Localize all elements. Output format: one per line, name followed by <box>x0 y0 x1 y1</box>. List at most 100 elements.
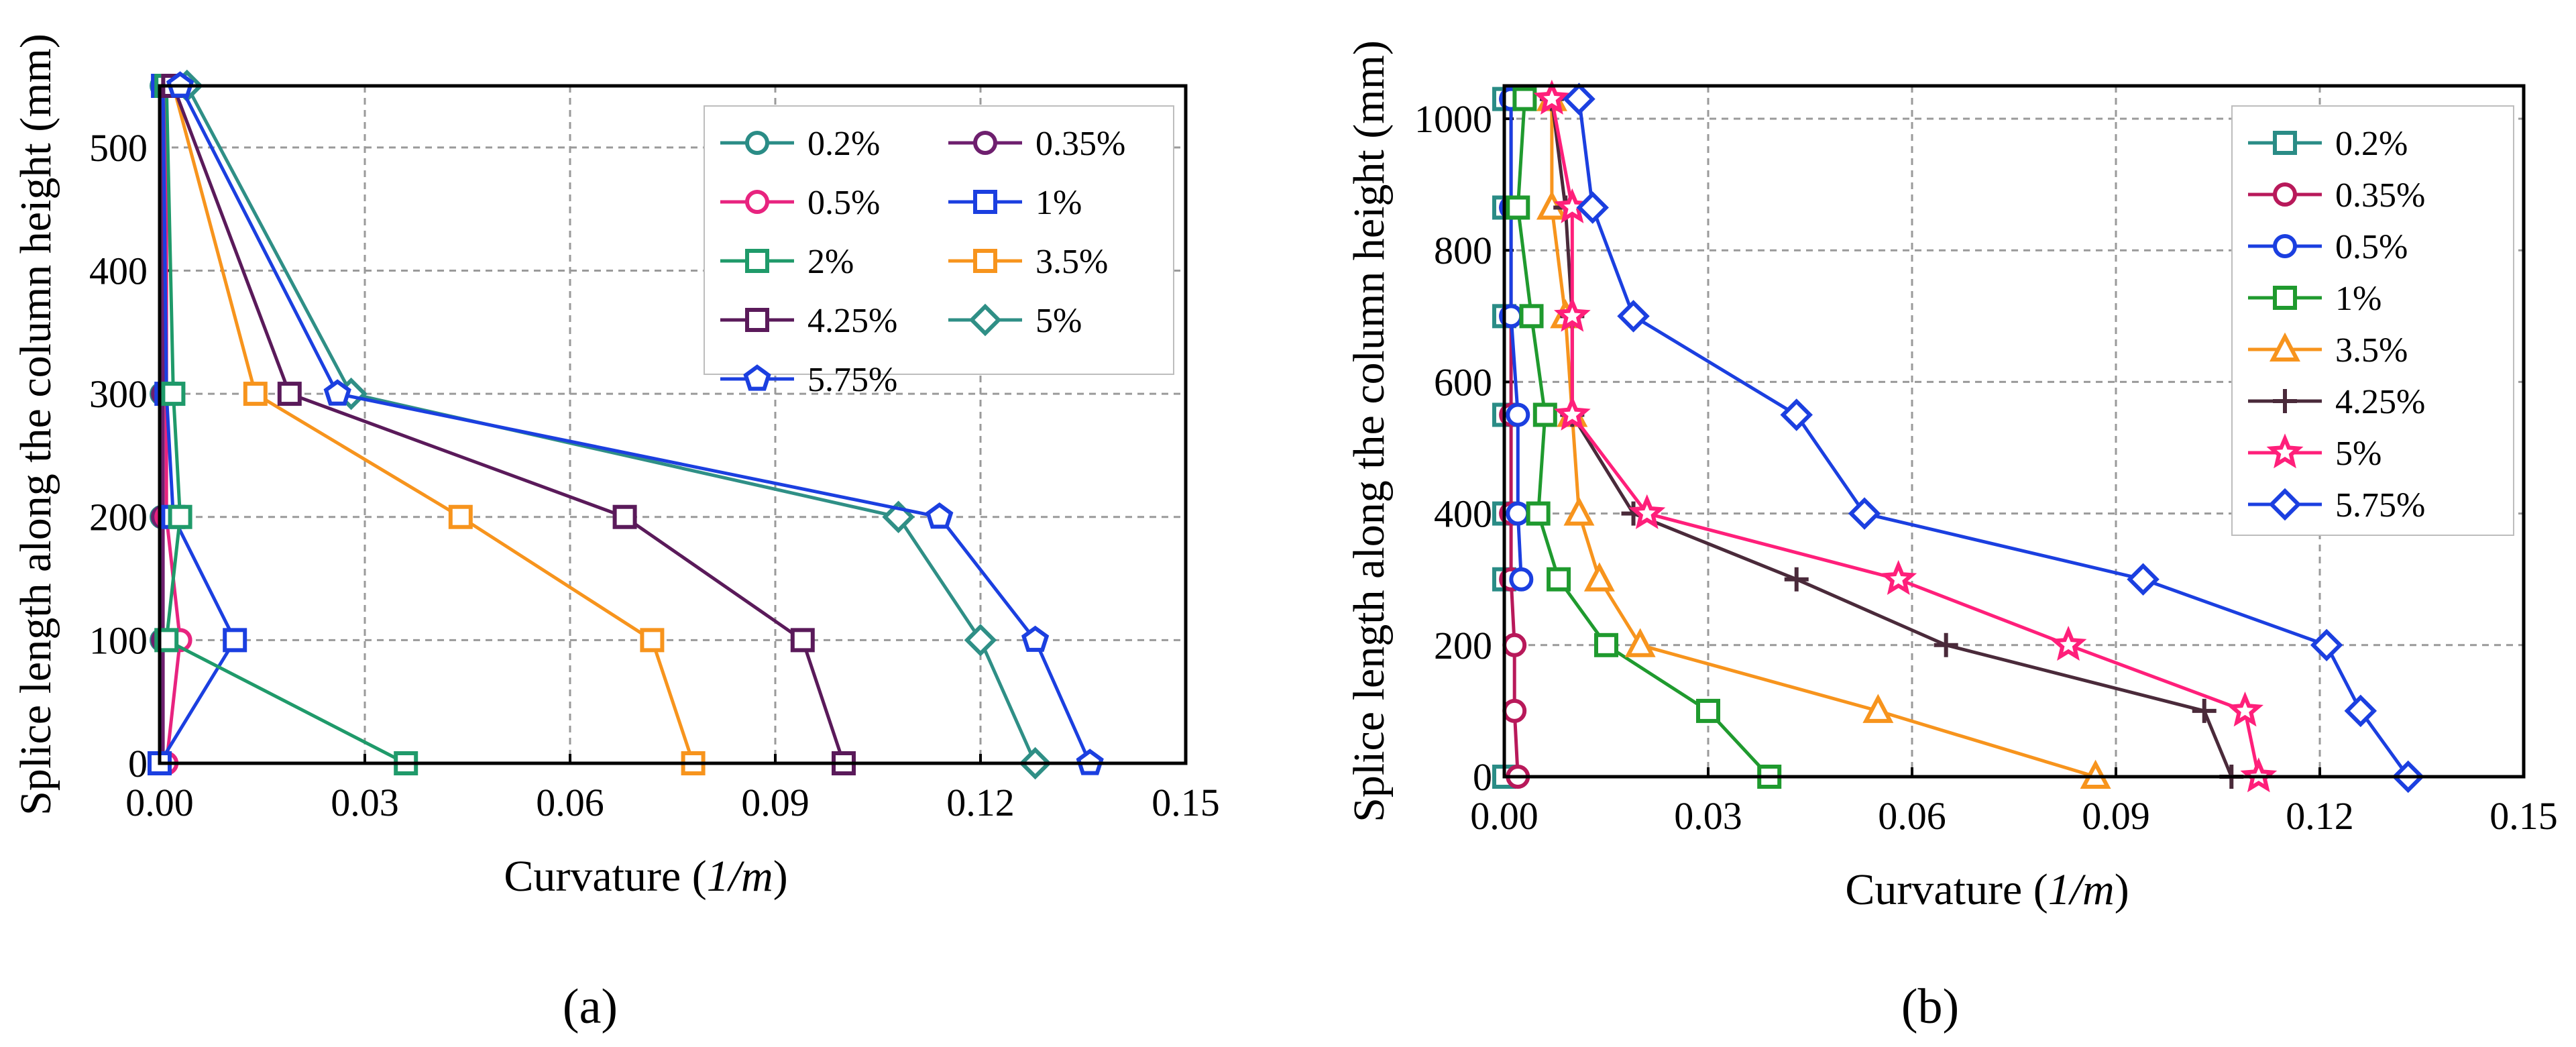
chart-b-legend-item: 4.25% <box>2248 383 2425 421</box>
chart-a-xtick-label: 0.06 <box>536 781 604 824</box>
chart-b-data-point <box>1934 632 1958 657</box>
chart-a-ytick-label: 400 <box>89 249 148 292</box>
chart-b-legend-marker <box>2270 332 2300 362</box>
chart-a-legend-label: 2% <box>807 243 854 281</box>
chart-b-data-point <box>1502 632 1527 657</box>
chart-a-xtick-label: 0.12 <box>946 781 1015 824</box>
chart-b-x-axis-label-close: ) <box>2115 865 2129 914</box>
chart-a-legend-marker <box>968 303 1002 337</box>
chart-b-series-4.25% <box>1539 87 2244 789</box>
chart-b-data-point <box>1880 559 1917 595</box>
chart-a: 0.00 0.03 0.06 0.09 0.12 0.15 0 100 200 300 400 500… <box>11 34 1220 1034</box>
chart-b-legend: 0.2% 0.35% 0.5% 1% 3.5% 4.25% 5% 5.75% <box>2231 105 2514 536</box>
chart-b-ytick-label: 400 <box>1434 492 1492 536</box>
chart-b-y-axis-label: Splice length along the column height (m… <box>1345 40 1394 822</box>
chart-b-series-line <box>1550 99 2096 779</box>
chart-b-xtick-label: 0.09 <box>2082 794 2150 838</box>
chart-b-xtick-label: 0.15 <box>2489 794 2558 838</box>
chart-b-data-point <box>1583 562 1615 592</box>
chart-a-x-axis-label-close: ) <box>773 852 788 901</box>
chart-b-data-point <box>1506 195 1530 220</box>
chart-a-data-point <box>964 624 997 657</box>
chart-b-data-point <box>1780 398 1813 431</box>
chart-b-legend-item: 3.5% <box>2248 331 2408 370</box>
chart-b-legend-item: 5.75% <box>2248 486 2425 525</box>
chart-b-data-point <box>1784 567 1809 592</box>
chart-b-legend-item: 0.35% <box>2248 176 2425 215</box>
chart-b-data-point <box>1512 87 1537 111</box>
chart-b-data-point <box>1862 694 1894 723</box>
chart-b-legend-label: 0.35% <box>2335 176 2425 215</box>
chart-a-data-point <box>223 628 247 653</box>
chart-a-data-point <box>612 504 637 529</box>
chart-b-legend-label: 5% <box>2335 435 2382 473</box>
chart-b-plot-frame <box>1502 84 2526 779</box>
chart-a-legend-marker <box>745 249 769 273</box>
chart-b: 0.00 0.03 0.06 0.09 0.12 0.15 0 200 400 600 800 100… <box>1345 40 2558 1034</box>
chart-b-legend-marker <box>2268 488 2302 521</box>
chart-a-xtick-label: 0.03 <box>331 781 399 824</box>
chart-b-xtick-label: 0.00 <box>1470 794 1538 838</box>
chart-b-data-point <box>1506 402 1530 427</box>
chart-a-legend-label: 0.2% <box>807 125 880 163</box>
chart-b-legend-label: 5.75% <box>2335 486 2425 525</box>
chart-b-data-point <box>1624 628 1656 657</box>
chart-b-data-point <box>2127 563 2160 596</box>
chart-b-data-point <box>1547 567 1571 592</box>
chart-b-data-point <box>1594 632 1618 657</box>
chart-b-legend-marker <box>2273 182 2297 207</box>
chart-a-legend-marker <box>745 190 769 214</box>
chart-a-legend-item: 0.2% <box>720 125 880 163</box>
chart-a-series-line <box>158 85 237 765</box>
chart-b-data-point <box>1519 304 1544 329</box>
chart-b-data-point <box>1533 79 1571 115</box>
chart-b-legend-item: 5% <box>2248 433 2382 473</box>
chart-a-legend-item: 4.25% <box>720 302 897 340</box>
chart-a-legend-item: 2% <box>720 243 854 281</box>
chart-b-data-point <box>1554 296 1591 332</box>
chart-a-data-point <box>790 628 815 653</box>
chart-a-data-point <box>926 502 954 529</box>
chart-b-xtick-label: 0.03 <box>1674 794 1742 838</box>
chart-b-data-point <box>1506 501 1530 526</box>
chart-a-data-point <box>640 628 665 653</box>
chart-b-data-point <box>2050 625 2087 661</box>
chart-a-legend-label: 0.35% <box>1035 125 1125 163</box>
chart-a-y-axis-label: Splice length along the column height (m… <box>11 34 60 816</box>
chart-b-series-line <box>1550 99 2261 777</box>
chart-b-legend-label: 1% <box>2335 280 2382 318</box>
chart-a-series-5% <box>170 69 1052 780</box>
chart-a-legend-label: 5% <box>1035 302 1082 340</box>
chart-b-x-axis-label-text: Curvature ( <box>1845 865 2048 914</box>
chart-b-data-point <box>1628 494 1666 529</box>
chart-b-series-5% <box>1533 79 2278 793</box>
chart-a-legend-label: 0.5% <box>807 184 880 222</box>
chart-b-data-point <box>1526 501 1551 526</box>
chart-a-ytick-label: 300 <box>89 372 148 416</box>
chart-a-legend-item: 0.35% <box>948 125 1125 163</box>
chart-b-data-point <box>1848 497 1881 530</box>
chart-b-xtick-label: 0.12 <box>2286 794 2354 838</box>
chart-b-data-point <box>2192 698 2217 723</box>
chart-b-legend-item: 1% <box>2248 280 2382 318</box>
chart-a-legend-label: 4.25% <box>807 302 897 340</box>
chart-a-x-axis-label-unit: 1/m <box>707 852 773 901</box>
chart-b-data-point <box>1563 496 1595 526</box>
chart-b-data-point <box>2227 692 2263 727</box>
chart-a-ytick-label: 100 <box>89 618 148 662</box>
chart-b-legend-item: 0.5% <box>2248 228 2408 266</box>
chart-a-legend: 0.2% 0.35% 0.5% 1% 2% 3.5% 4.25% 5% 5.75% <box>704 105 1174 399</box>
chart-a-ytick-label: 500 <box>89 126 148 170</box>
chart-b-data-point <box>1696 698 1720 723</box>
chart-b-series-1% <box>1506 87 1782 789</box>
chart-a-data-point <box>161 382 186 406</box>
chart-b-data-point <box>1617 300 1650 333</box>
chart-a-series-3.5% <box>161 74 706 775</box>
chart-b-data-point <box>1554 395 1591 431</box>
chart-a-plot-frame <box>158 84 1188 765</box>
chart-b-ytick-label: 1000 <box>1414 97 1492 141</box>
chart-a-data-point <box>1021 625 1050 652</box>
chart-b-legend-label: 3.5% <box>2335 331 2408 370</box>
chart-b-legend-marker <box>2273 234 2297 258</box>
chart-b-legend-label: 0.2% <box>2335 125 2408 163</box>
